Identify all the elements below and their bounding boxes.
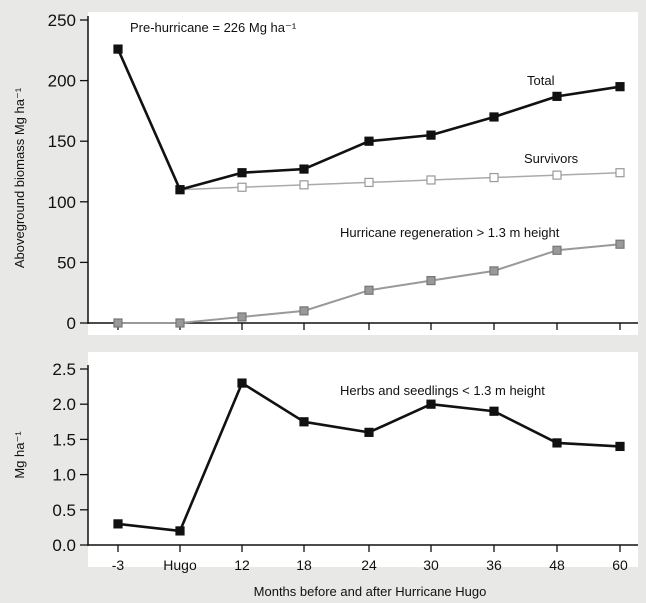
top-series-0-point (489, 112, 499, 122)
top-series-0-point (552, 91, 562, 101)
bottom-y-tick-label: 2.5 (52, 360, 76, 379)
bottom-series-0-point (299, 417, 309, 427)
label-total: Total (527, 73, 555, 88)
x-tick-label: 30 (423, 557, 439, 573)
top-y-tick-label: 100 (48, 193, 76, 212)
top-series-0-point (426, 130, 436, 140)
top-series-0-point (364, 136, 374, 146)
bottom-y-axis-title: Mg ha⁻¹ (12, 431, 27, 479)
top-series-2-point (364, 285, 374, 295)
bottom-series-0-point (113, 519, 123, 529)
bottom-y-tick-label: 2.0 (52, 395, 76, 414)
top-series-0-point (175, 185, 185, 195)
top-series-1-point (615, 168, 625, 178)
bottom-y-tick-label: 1.0 (52, 466, 76, 485)
label-regeneration: Hurricane regeneration > 1.3 m height (340, 225, 560, 240)
top-series-0-point (113, 44, 123, 54)
top-series-0-point (237, 168, 247, 178)
top-series-2-point (615, 239, 625, 249)
pre-hurricane-annotation: Pre-hurricane = 226 Mg ha⁻¹ (130, 20, 297, 35)
top-panel: Aboveground biomass Mg ha⁻¹ Pre-hurrican… (12, 11, 638, 335)
bottom-series-0-point (489, 406, 499, 416)
top-plot-area (88, 12, 638, 335)
top-series-line-1 (179, 171, 621, 191)
bottom-series-0-point (237, 378, 247, 388)
x-tick-label: 48 (549, 557, 565, 573)
top-series-1-point (299, 180, 309, 190)
top-series-1-point (426, 175, 436, 185)
x-tick-label: 18 (296, 557, 312, 573)
bottom-y-tick-label: 0.5 (52, 501, 76, 520)
top-series-1-point (237, 182, 247, 192)
top-series-0-point (299, 164, 309, 174)
x-tick-label: 24 (361, 557, 377, 573)
bottom-series-0-point (364, 427, 374, 437)
x-tick-label: 60 (612, 557, 628, 573)
x-tick-label: 36 (486, 557, 502, 573)
bottom-y-tick-label: 1.5 (52, 430, 76, 449)
x-tick-label: 12 (234, 557, 250, 573)
top-series-1-point (552, 170, 562, 180)
bottom-series-0-point (615, 441, 625, 452)
bottom-series-0-point (426, 399, 436, 409)
top-series-1-point (364, 177, 374, 188)
top-series-1-point (489, 172, 499, 183)
top-series-2-point (175, 318, 185, 328)
label-survivors: Survivors (524, 151, 579, 166)
x-axis-title: Months before and after Hurricane Hugo (254, 584, 487, 599)
bottom-y-tick-label: 0.0 (52, 536, 76, 555)
top-series-2-point (237, 312, 247, 322)
top-series-2-point (299, 306, 309, 316)
x-tick-label: Hugo (163, 557, 197, 573)
top-y-axis-title: Aboveground biomass Mg ha⁻¹ (12, 87, 27, 268)
top-y-tick-label: 200 (48, 72, 76, 91)
top-y-tick-label: 50 (57, 253, 76, 272)
top-series-0-point (615, 82, 625, 92)
top-y-tick-label: 150 (48, 132, 76, 151)
bottom-panel: Mg ha⁻¹ Herbs and seedlings < 1.3 m heig… (12, 352, 638, 599)
label-herbs: Herbs and seedlings < 1.3 m height (340, 383, 545, 398)
top-series-2-point (489, 266, 499, 276)
x-tick-label: -3 (112, 557, 125, 573)
top-series-2-point (552, 245, 562, 255)
bottom-series-0-point (175, 526, 185, 536)
top-series-2-point (113, 318, 123, 328)
bottom-series-0-point (552, 438, 562, 448)
top-series-2-point (426, 275, 436, 286)
top-y-tick-label: 250 (48, 11, 76, 30)
top-y-tick-label: 0 (67, 314, 76, 333)
